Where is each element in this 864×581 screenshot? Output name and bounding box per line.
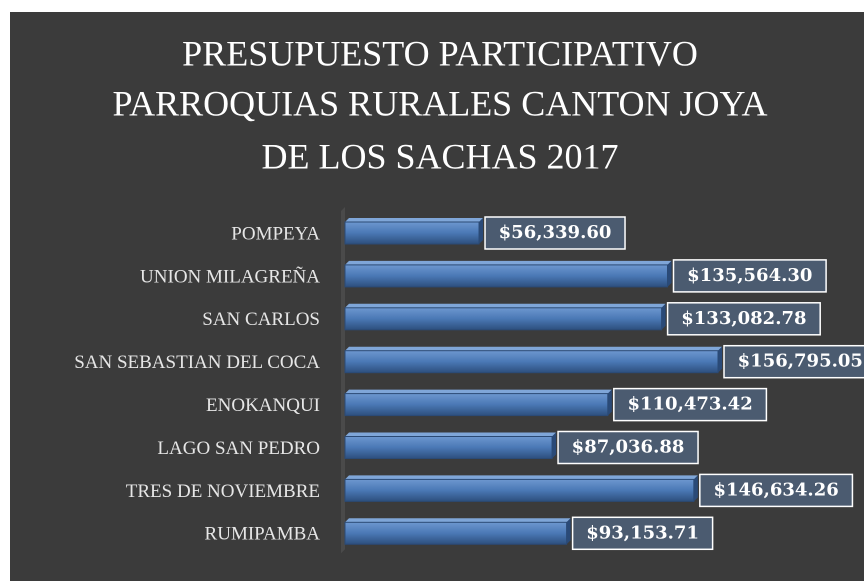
chart-title: PARROQUIAS RURALES CANTON JOYA (112, 83, 767, 123)
value-label: $56,339.60 (499, 222, 612, 243)
bar-top (345, 389, 612, 394)
value-label-box (484, 216, 626, 250)
chart-title: PRESUPUESTO PARTICIPATIVO (182, 33, 698, 73)
bar (344, 393, 609, 417)
category-label: UNION MILAGREÑA (140, 265, 320, 287)
category-label: POMPEYA (231, 223, 320, 244)
bar-side (667, 260, 672, 287)
bar-top (345, 518, 571, 523)
bar-top (345, 346, 722, 351)
value-label: $93,153.71 (586, 522, 699, 543)
bar (344, 307, 663, 331)
bar-side (693, 475, 698, 502)
bar-top (345, 303, 666, 308)
bar (344, 521, 568, 545)
bar-side (552, 432, 557, 459)
bar (344, 478, 695, 502)
value-label: $146,634.26 (713, 479, 838, 500)
bar-side (566, 518, 571, 545)
bar (344, 221, 480, 245)
category-label: RUMIPAMBA (205, 524, 321, 545)
bar-top (345, 260, 672, 265)
value-label: $156,795.05 (738, 351, 863, 372)
bar (344, 264, 668, 288)
category-label: TRES DE NOVIEMBRE (126, 481, 320, 502)
value-label-box (723, 344, 864, 379)
value-label-box (672, 259, 827, 293)
value-label: $135,564.30 (687, 265, 812, 286)
value-label-box (666, 302, 821, 336)
bar (344, 350, 719, 374)
value-label: $133,082.78 (681, 308, 806, 329)
bar (344, 436, 553, 459)
bar-side (718, 346, 722, 373)
chart-title: DE LOS SACHAS 2017 (261, 136, 618, 176)
value-label-box (699, 473, 854, 508)
bar-side (607, 389, 612, 416)
value-label: $110,473.42 (627, 394, 752, 415)
category-label: SAN SEBASTIAN DEL COCA (74, 352, 320, 373)
axis-wall (341, 207, 345, 554)
category-label: LAGO SAN PEDRO (157, 438, 320, 459)
bar-top (345, 432, 557, 437)
value-label: $87,036.88 (572, 437, 685, 458)
bar-side (661, 303, 666, 330)
category-label: SAN CARLOS (202, 309, 320, 330)
value-label-box (613, 387, 768, 422)
value-label-box (571, 516, 714, 551)
category-label: ENOKANQUI (206, 395, 320, 416)
bar-top (345, 218, 484, 222)
value-label-box (557, 430, 699, 465)
bar-side (479, 218, 484, 244)
bar-top (345, 475, 698, 480)
